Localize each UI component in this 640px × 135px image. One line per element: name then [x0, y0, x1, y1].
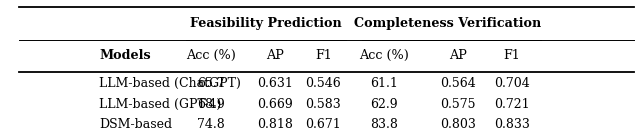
Text: Models: Models: [99, 49, 151, 62]
Text: AP: AP: [449, 49, 467, 62]
Text: 0.669: 0.669: [257, 98, 293, 111]
Text: 0.546: 0.546: [305, 77, 341, 90]
Text: 0.803: 0.803: [440, 118, 476, 131]
Text: 0.833: 0.833: [494, 118, 530, 131]
Text: 0.583: 0.583: [305, 98, 341, 111]
Text: 0.575: 0.575: [440, 98, 476, 111]
Text: 0.564: 0.564: [440, 77, 476, 90]
Text: Completeness Verification: Completeness Verification: [355, 17, 541, 30]
Text: AP: AP: [266, 49, 284, 62]
Text: 0.818: 0.818: [257, 118, 293, 131]
Text: DSM-based: DSM-based: [99, 118, 172, 131]
Text: 83.8: 83.8: [370, 118, 398, 131]
Text: Acc (%): Acc (%): [359, 49, 409, 62]
Text: F1: F1: [504, 49, 520, 62]
Text: 0.721: 0.721: [494, 98, 530, 111]
Text: 74.8: 74.8: [197, 118, 225, 131]
Text: 61.1: 61.1: [370, 77, 398, 90]
Text: 0.671: 0.671: [305, 118, 341, 131]
Text: Feasibility Prediction: Feasibility Prediction: [189, 17, 342, 30]
Text: LLM-based (ChatGPT): LLM-based (ChatGPT): [99, 77, 241, 90]
Text: 0.631: 0.631: [257, 77, 293, 90]
Text: 0.704: 0.704: [494, 77, 530, 90]
Text: LLM-based (GPT-4): LLM-based (GPT-4): [99, 98, 221, 111]
Text: 68.9: 68.9: [197, 98, 225, 111]
Text: F1: F1: [315, 49, 332, 62]
Text: 62.9: 62.9: [370, 98, 398, 111]
Text: Acc (%): Acc (%): [186, 49, 236, 62]
Text: 65.7: 65.7: [197, 77, 225, 90]
